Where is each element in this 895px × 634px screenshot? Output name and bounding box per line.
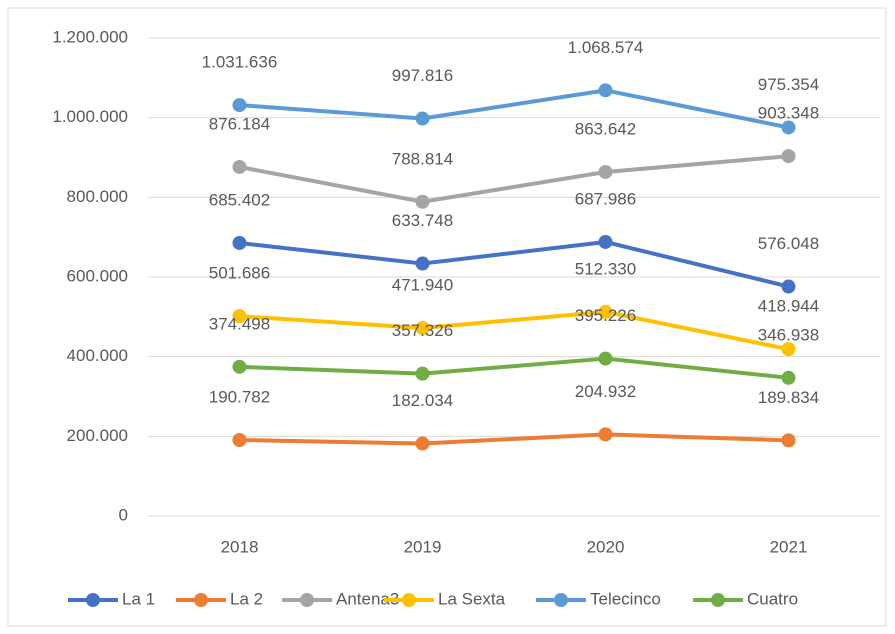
- data-label: 788.814: [392, 149, 453, 168]
- data-label: 903.348: [758, 104, 819, 123]
- point: [598, 164, 613, 179]
- series-line: [239, 432, 789, 446]
- point: [781, 342, 796, 357]
- y-tick-label: 800.000: [67, 187, 128, 206]
- data-label: 182.034: [392, 391, 453, 410]
- point: [598, 304, 613, 319]
- series-line: [239, 88, 789, 130]
- data-label: 346.938: [758, 325, 819, 344]
- series-line: [239, 154, 789, 204]
- legend-label: Telecinco: [590, 589, 661, 608]
- data-label: 501.686: [209, 264, 270, 283]
- data-label: 863.642: [575, 119, 636, 138]
- legend-marker: [711, 593, 725, 607]
- x-tick-label: 2019: [404, 537, 442, 556]
- data-label: 374.498: [209, 314, 270, 333]
- point: [781, 149, 796, 164]
- point: [598, 83, 613, 98]
- data-label: 512.330: [575, 259, 636, 278]
- point: [781, 120, 796, 135]
- data-label: 1.031.636: [202, 53, 278, 72]
- legend-label: Cuatro: [747, 589, 798, 608]
- point: [232, 433, 247, 448]
- data-label: 576.048: [758, 234, 819, 253]
- legend-marker: [194, 593, 208, 607]
- series-line: [239, 309, 789, 352]
- data-label: 204.932: [575, 382, 636, 401]
- point: [232, 309, 247, 324]
- legend-marker: [554, 593, 568, 607]
- point: [415, 256, 430, 271]
- point: [415, 366, 430, 381]
- legend-label: La 2: [230, 589, 263, 608]
- y-tick-label: 400.000: [67, 346, 128, 365]
- point: [232, 235, 247, 250]
- data-label: 357.326: [392, 321, 453, 340]
- data-label: 418.944: [758, 297, 819, 316]
- data-label: 633.748: [392, 211, 453, 230]
- y-tick-label: 0: [119, 505, 128, 524]
- legend-label: Antena3: [336, 589, 399, 608]
- data-label: 687.986: [575, 189, 636, 208]
- legend-label: La 1: [122, 589, 155, 608]
- data-label: 190.782: [209, 387, 270, 406]
- data-label: 1.068.574: [568, 38, 644, 57]
- x-tick-label: 2020: [587, 537, 625, 556]
- data-label: 975.354: [758, 75, 819, 94]
- point: [232, 98, 247, 113]
- point: [415, 321, 430, 336]
- data-label: 997.816: [392, 66, 453, 85]
- chart-border: [7, 7, 887, 627]
- point: [415, 194, 430, 209]
- data-label: 685.402: [209, 190, 270, 209]
- legend-marker: [300, 593, 314, 607]
- point: [781, 370, 796, 385]
- series-line: [239, 356, 789, 380]
- x-tick-label: 2018: [221, 537, 259, 556]
- y-tick-label: 1.000.000: [52, 107, 128, 126]
- legend-label: La Sexta: [438, 589, 506, 608]
- y-tick-label: 600.000: [67, 266, 128, 285]
- series-line: [239, 239, 789, 289]
- legend-marker: [402, 593, 416, 607]
- point: [415, 436, 430, 451]
- data-label: 395.226: [575, 306, 636, 325]
- data-label: 471.940: [392, 275, 453, 294]
- point: [598, 427, 613, 442]
- point: [232, 159, 247, 174]
- point: [232, 359, 247, 374]
- point: [781, 433, 796, 448]
- point: [781, 279, 796, 294]
- y-tick-label: 1.200.000: [52, 27, 128, 46]
- point: [598, 351, 613, 366]
- data-label: 189.834: [758, 388, 819, 407]
- x-tick-label: 2021: [770, 537, 808, 556]
- point: [415, 111, 430, 126]
- legend-marker: [86, 593, 100, 607]
- data-label: 876.184: [209, 114, 270, 133]
- y-tick-label: 200.000: [67, 426, 128, 445]
- point: [598, 234, 613, 249]
